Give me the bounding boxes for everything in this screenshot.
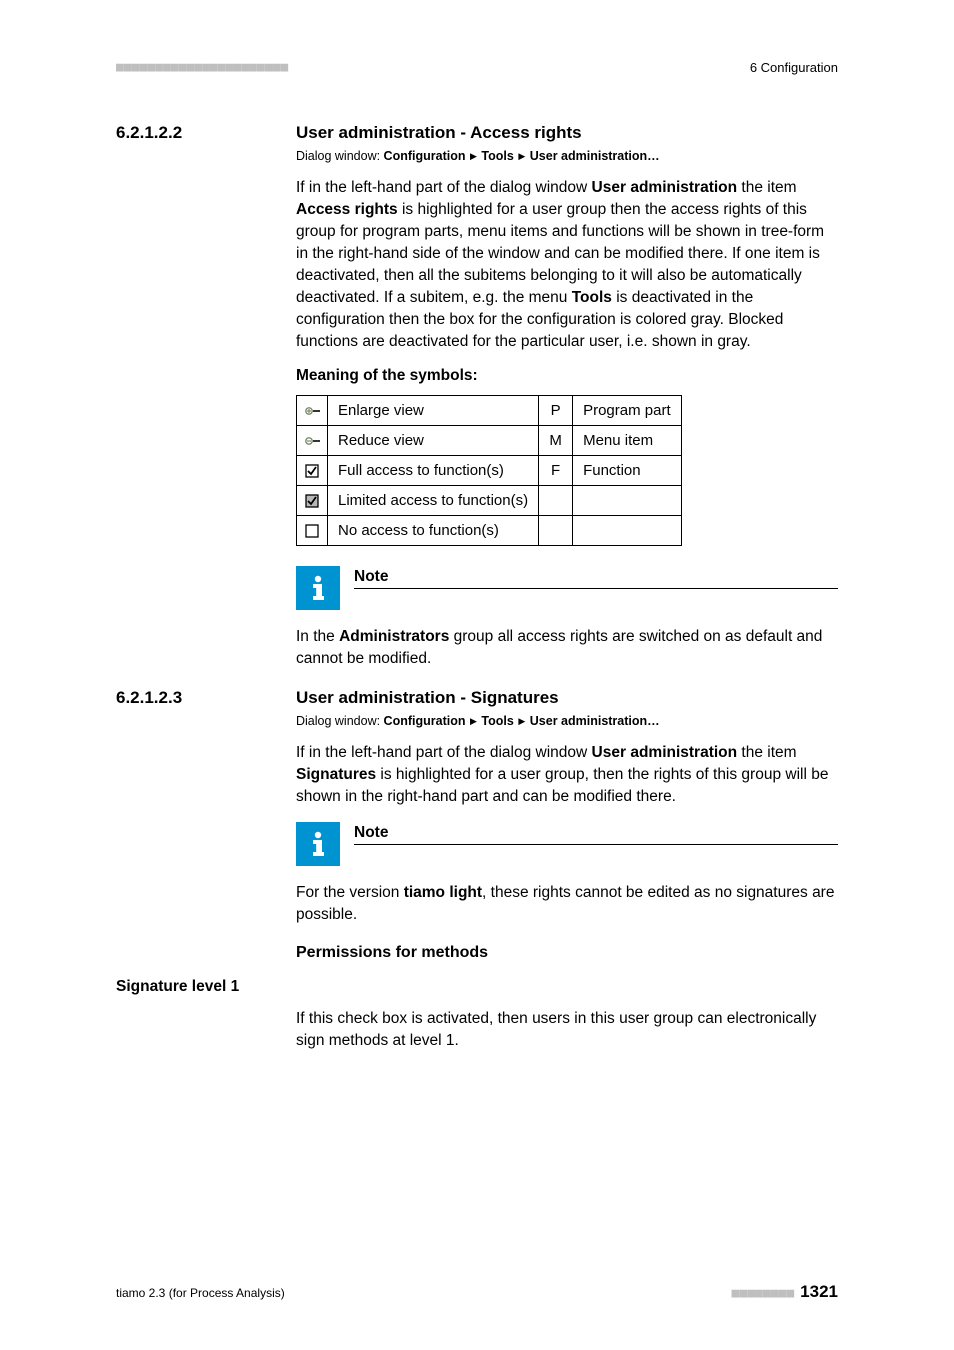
text: the item: [737, 179, 796, 196]
symbols-heading: Meaning of the symbols:: [296, 367, 838, 385]
triangle-icon: ▶: [514, 716, 530, 726]
note-block-1: Note In the Administrators group all acc…: [296, 566, 838, 670]
text-bold: User administration: [592, 179, 738, 196]
section2-content: Dialog window: Configuration ▶ Tools ▶ U…: [296, 714, 838, 962]
triangle-icon: ▶: [465, 716, 481, 726]
dialog-prefix: Dialog window:: [296, 149, 384, 163]
cell-desc: Full access to function(s): [328, 456, 539, 486]
cell-desc: Limited access to function(s): [328, 486, 539, 516]
cell-meaning: Program part: [573, 396, 682, 426]
table-row: Reduce view M Menu item: [297, 426, 682, 456]
text-bold: Access rights: [296, 201, 398, 218]
cell-meaning: [573, 516, 682, 546]
section-heading-2: 6.2.1.2.3 User administration - Signatur…: [116, 688, 838, 708]
triangle-icon: ▶: [465, 151, 481, 161]
cell-code: [539, 486, 573, 516]
section-title-1: User administration - Access rights: [296, 123, 582, 143]
footer-left: tiamo 2.3 (for Process Analysis): [116, 1286, 285, 1300]
footer-right: ■■■■■■■■1321: [732, 1282, 838, 1302]
page: ■■■■■■■■■■■■■■■■■■■■■■ 6 Configuration 6…: [0, 0, 954, 1350]
header-chapter: 6 Configuration: [750, 60, 838, 75]
cell-desc: Enlarge view: [328, 396, 539, 426]
dialog-seg-3: User administration…: [530, 714, 660, 728]
info-icon: [296, 566, 340, 610]
text-bold: User administration: [592, 744, 738, 761]
section-heading-1: 6.2.1.2.2 User administration - Access r…: [116, 123, 838, 143]
text: is highlighted for a user group, then th…: [296, 766, 828, 805]
page-header: ■■■■■■■■■■■■■■■■■■■■■■ 6 Configuration: [116, 60, 838, 75]
symbols-table: Enlarge view P Program part Reduce view …: [296, 395, 682, 546]
dialog-seg-2: Tools: [481, 149, 513, 163]
cell-code: P: [539, 396, 573, 426]
footer-page-number: 1321: [794, 1282, 838, 1301]
header-dashes: ■■■■■■■■■■■■■■■■■■■■■■: [116, 60, 288, 75]
page-footer: tiamo 2.3 (for Process Analysis) ■■■■■■■…: [116, 1282, 838, 1302]
dialog-path-1: Dialog window: Configuration ▶ Tools ▶ U…: [296, 149, 838, 163]
note-title: Note: [354, 824, 388, 841]
text: For the version: [296, 884, 404, 901]
cell-code: M: [539, 426, 573, 456]
permissions-heading: Permissions for methods: [296, 944, 838, 962]
dialog-seg-3: User administration…: [530, 149, 660, 163]
table-row: Enlarge view P Program part: [297, 396, 682, 426]
note-block-2: Note For the version tiamo light, these …: [296, 822, 838, 926]
table-row: No access to function(s): [297, 516, 682, 546]
text-bold: Signatures: [296, 766, 376, 783]
dialog-prefix: Dialog window:: [296, 714, 384, 728]
dialog-path-2: Dialog window: Configuration ▶ Tools ▶ U…: [296, 714, 838, 728]
cell-code: [539, 516, 573, 546]
section-number-2: 6.2.1.2.3: [116, 688, 296, 708]
cell-desc: No access to function(s): [328, 516, 539, 546]
cell-meaning: [573, 486, 682, 516]
text-bold: Tools: [572, 289, 612, 306]
cell-desc: Reduce view: [328, 426, 539, 456]
info-icon: [296, 822, 340, 866]
dialog-seg-2: Tools: [481, 714, 513, 728]
note-body-1: In the Administrators group all access r…: [296, 626, 838, 670]
signature-paragraph-wrap: If this check box is activated, then use…: [296, 1008, 838, 1052]
section1-content: Dialog window: Configuration ▶ Tools ▶ U…: [296, 149, 838, 670]
triangle-icon: ▶: [514, 151, 530, 161]
enlarge-icon: [297, 396, 328, 426]
text: If in the left-hand part of the dialog w…: [296, 179, 592, 196]
checkbox-full-icon: [297, 456, 328, 486]
section-title-2: User administration - Signatures: [296, 688, 559, 708]
signature-paragraph: If this check box is activated, then use…: [296, 1008, 838, 1052]
dialog-seg-1: Configuration: [384, 149, 466, 163]
checkbox-limited-icon: [297, 486, 328, 516]
checkbox-none-icon: [297, 516, 328, 546]
dialog-seg-1: Configuration: [384, 714, 466, 728]
cell-meaning: Function: [573, 456, 682, 486]
reduce-icon: [297, 426, 328, 456]
table-row: Limited access to function(s): [297, 486, 682, 516]
text: the item: [737, 744, 796, 761]
section1-paragraph: If in the left-hand part of the dialog w…: [296, 177, 838, 353]
text-bold: tiamo light: [404, 884, 482, 901]
note-title: Note: [354, 568, 388, 585]
text-bold: Administrators: [339, 628, 449, 645]
text: In the: [296, 628, 339, 645]
text: If in the left-hand part of the dialog w…: [296, 744, 592, 761]
cell-code: F: [539, 456, 573, 486]
footer-dashes: ■■■■■■■■: [732, 1286, 795, 1301]
table-row: Full access to function(s) F Function: [297, 456, 682, 486]
section2-paragraph: If in the left-hand part of the dialog w…: [296, 742, 838, 808]
section-number-1: 6.2.1.2.2: [116, 123, 296, 143]
signature-level-label: Signature level 1: [116, 978, 838, 996]
note-body-2: For the version tiamo light, these right…: [296, 882, 838, 926]
cell-meaning: Menu item: [573, 426, 682, 456]
